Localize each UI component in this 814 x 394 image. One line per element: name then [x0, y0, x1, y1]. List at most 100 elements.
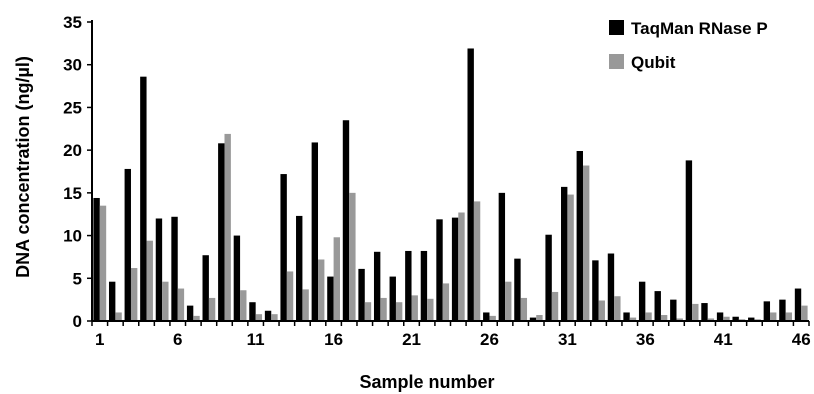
bar-qubit-39 — [692, 303, 699, 321]
bar-qubit-10 — [240, 290, 247, 321]
bar-taqman-42 — [732, 316, 739, 321]
legend-label-taqman: TaqMan RNase P — [631, 19, 768, 38]
bar-qubit-25 — [473, 201, 481, 321]
bar-qubit-1 — [99, 205, 107, 321]
bar-qubit-24 — [458, 212, 465, 321]
bar-taqman-15 — [311, 142, 319, 321]
bar-qubit-46 — [801, 305, 808, 321]
legend-swatch-taqman — [609, 20, 624, 35]
bar-taqman-26 — [483, 312, 490, 321]
bar-taqman-44 — [763, 301, 771, 321]
x-tick-label: 31 — [558, 330, 577, 349]
bar-taqman-14 — [296, 215, 303, 321]
bar-qubit-45 — [785, 312, 793, 321]
bar-taqman-16 — [327, 276, 334, 321]
bar-taqman-1 — [93, 197, 100, 321]
bar-taqman-8 — [202, 255, 209, 321]
bar-qubit-6 — [177, 288, 185, 321]
bar-qubit-5 — [162, 281, 169, 321]
x-axis-title: Sample number — [359, 372, 494, 392]
bar-qubit-33 — [598, 300, 605, 321]
bar-qubit-44 — [770, 312, 777, 321]
x-tick-label: 41 — [714, 330, 733, 349]
bar-taqman-43 — [748, 317, 755, 321]
bar-taqman-27 — [498, 192, 506, 321]
bar-qubit-40 — [707, 318, 715, 321]
bar-qubit-9 — [224, 133, 231, 321]
y-axis-title: DNA concentration (ng/µl) — [13, 56, 33, 278]
x-tick-label: 11 — [247, 330, 265, 349]
bar-qubit-30 — [551, 291, 559, 321]
y-tick-label: 10 — [63, 227, 82, 246]
y-tick-label: 0 — [73, 312, 82, 331]
y-tick-label: 5 — [73, 269, 82, 288]
bar-taqman-38 — [670, 299, 677, 321]
bar-qubit-4 — [146, 240, 153, 321]
bar-taqman-41 — [716, 312, 724, 321]
bar-taqman-2 — [108, 281, 116, 321]
bar-qubit-41 — [723, 316, 730, 321]
bar-taqman-33 — [592, 260, 599, 321]
bar-taqman-7 — [186, 305, 194, 321]
bar-taqman-22 — [420, 250, 428, 321]
bar-taqman-35 — [623, 312, 630, 321]
bar-taqman-34 — [607, 253, 615, 321]
bar-qubit-14 — [302, 289, 309, 321]
bar-taqman-30 — [545, 234, 552, 321]
bar-group — [93, 48, 808, 322]
bar-qubit-13 — [286, 271, 294, 321]
bar-taqman-11 — [249, 302, 256, 321]
bar-qubit-22 — [427, 298, 434, 321]
bar-taqman-46 — [794, 288, 802, 321]
bar-taqman-13 — [280, 174, 287, 321]
bar-taqman-37 — [654, 291, 661, 321]
y-tick-label: 35 — [63, 13, 82, 32]
x-tick-label: 21 — [402, 330, 421, 349]
bar-qubit-34 — [614, 296, 621, 321]
bar-taqman-19 — [373, 251, 381, 321]
bar-taqman-24 — [451, 217, 459, 321]
legend-label-qubit: Qubit — [631, 53, 676, 72]
bar-qubit-38 — [676, 318, 683, 321]
bar-qubit-28 — [520, 297, 528, 321]
bar-qubit-37 — [660, 315, 668, 321]
x-tick-label: 6 — [173, 330, 182, 349]
x-tick-label: 46 — [792, 330, 811, 349]
bar-qubit-2 — [115, 312, 122, 321]
bar-taqman-25 — [467, 48, 474, 321]
bar-qubit-8 — [208, 297, 216, 321]
bar-taqman-6 — [171, 216, 178, 321]
bar-taqman-4 — [140, 76, 147, 321]
bar-taqman-28 — [514, 258, 521, 321]
y-tick-label: 15 — [63, 184, 82, 203]
bar-qubit-29 — [536, 315, 543, 321]
bar-qubit-35 — [629, 317, 637, 321]
bar-taqman-18 — [358, 268, 365, 321]
bar-qubit-27 — [505, 281, 512, 321]
bar-taqman-5 — [155, 218, 163, 321]
bar-qubit-26 — [489, 315, 496, 321]
bar-qubit-16 — [333, 237, 340, 321]
x-tick-label: 36 — [636, 330, 655, 349]
y-tick-label: 30 — [63, 56, 82, 75]
legend: TaqMan RNase P Qubit — [609, 19, 768, 72]
bar-qubit-20 — [395, 302, 403, 321]
bar-qubit-31 — [567, 194, 574, 321]
bar-taqman-21 — [405, 250, 412, 321]
bar-qubit-36 — [645, 312, 652, 321]
bar-qubit-21 — [411, 295, 418, 321]
bar-taqman-31 — [561, 186, 568, 321]
bar-taqman-32 — [576, 151, 583, 321]
bar-taqman-23 — [436, 219, 443, 321]
bar-qubit-12 — [271, 314, 278, 321]
bar-qubit-11 — [255, 314, 263, 321]
bar-taqman-12 — [264, 310, 272, 321]
bar-taqman-36 — [638, 281, 646, 321]
legend-swatch-qubit — [609, 54, 624, 69]
y-tick-label: 25 — [63, 98, 82, 117]
bar-qubit-19 — [380, 297, 387, 321]
bar-taqman-39 — [685, 160, 693, 321]
bar-taqman-29 — [529, 317, 537, 321]
